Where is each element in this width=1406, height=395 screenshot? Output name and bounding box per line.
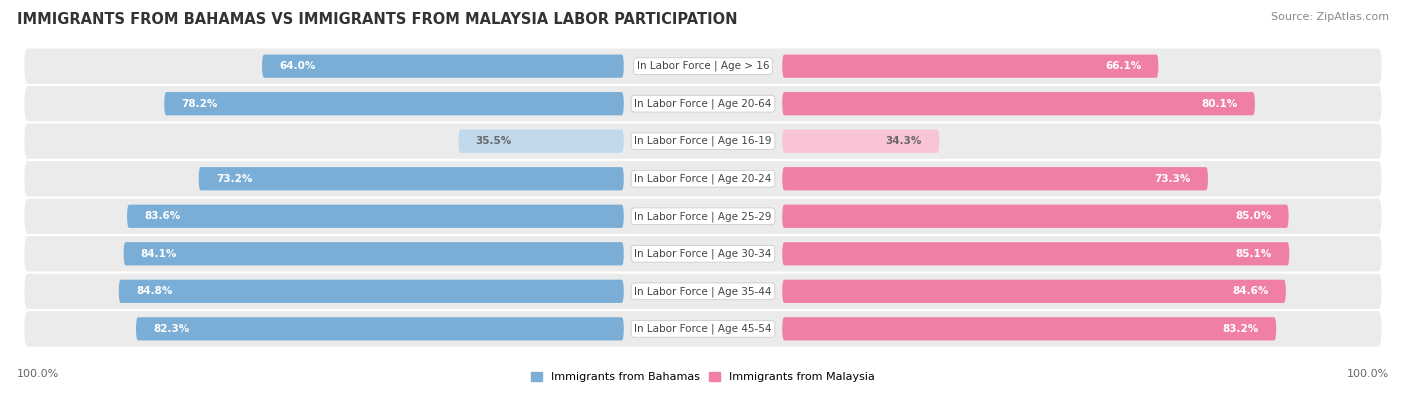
FancyBboxPatch shape <box>118 280 624 303</box>
FancyBboxPatch shape <box>124 242 624 265</box>
FancyBboxPatch shape <box>24 236 1382 271</box>
Text: 85.0%: 85.0% <box>1234 211 1271 221</box>
FancyBboxPatch shape <box>24 86 1382 121</box>
FancyBboxPatch shape <box>165 92 624 115</box>
Text: 84.1%: 84.1% <box>141 249 177 259</box>
Text: 84.8%: 84.8% <box>136 286 173 296</box>
Text: 84.6%: 84.6% <box>1232 286 1268 296</box>
Text: 73.3%: 73.3% <box>1154 174 1191 184</box>
Text: 35.5%: 35.5% <box>475 136 512 146</box>
Text: In Labor Force | Age 20-24: In Labor Force | Age 20-24 <box>634 173 772 184</box>
FancyBboxPatch shape <box>127 205 624 228</box>
Text: 83.6%: 83.6% <box>145 211 180 221</box>
FancyBboxPatch shape <box>782 130 939 153</box>
FancyBboxPatch shape <box>24 199 1382 234</box>
FancyBboxPatch shape <box>782 280 1286 303</box>
Text: In Labor Force | Age 45-54: In Labor Force | Age 45-54 <box>634 324 772 334</box>
Text: 34.3%: 34.3% <box>886 136 922 146</box>
Text: Source: ZipAtlas.com: Source: ZipAtlas.com <box>1271 12 1389 22</box>
FancyBboxPatch shape <box>24 49 1382 84</box>
Text: 64.0%: 64.0% <box>280 61 316 71</box>
Text: 80.1%: 80.1% <box>1201 99 1237 109</box>
Text: In Labor Force | Age 30-34: In Labor Force | Age 30-34 <box>634 248 772 259</box>
FancyBboxPatch shape <box>24 274 1382 309</box>
FancyBboxPatch shape <box>24 161 1382 196</box>
Text: 83.2%: 83.2% <box>1223 324 1258 334</box>
FancyBboxPatch shape <box>782 242 1289 265</box>
Text: 100.0%: 100.0% <box>17 369 59 379</box>
Text: 85.1%: 85.1% <box>1236 249 1272 259</box>
FancyBboxPatch shape <box>262 55 624 78</box>
FancyBboxPatch shape <box>136 317 624 340</box>
Text: In Labor Force | Age 16-19: In Labor Force | Age 16-19 <box>634 136 772 147</box>
FancyBboxPatch shape <box>782 167 1208 190</box>
FancyBboxPatch shape <box>782 92 1254 115</box>
FancyBboxPatch shape <box>782 205 1289 228</box>
Text: In Labor Force | Age 25-29: In Labor Force | Age 25-29 <box>634 211 772 222</box>
FancyBboxPatch shape <box>198 167 624 190</box>
FancyBboxPatch shape <box>782 317 1277 340</box>
FancyBboxPatch shape <box>24 311 1382 346</box>
Text: IMMIGRANTS FROM BAHAMAS VS IMMIGRANTS FROM MALAYSIA LABOR PARTICIPATION: IMMIGRANTS FROM BAHAMAS VS IMMIGRANTS FR… <box>17 12 737 27</box>
Legend: Immigrants from Bahamas, Immigrants from Malaysia: Immigrants from Bahamas, Immigrants from… <box>527 369 879 386</box>
FancyBboxPatch shape <box>458 130 624 153</box>
Text: In Labor Force | Age > 16: In Labor Force | Age > 16 <box>637 61 769 71</box>
Text: 82.3%: 82.3% <box>153 324 190 334</box>
Text: In Labor Force | Age 35-44: In Labor Force | Age 35-44 <box>634 286 772 297</box>
Text: 73.2%: 73.2% <box>217 174 252 184</box>
Text: In Labor Force | Age 20-64: In Labor Force | Age 20-64 <box>634 98 772 109</box>
Text: 78.2%: 78.2% <box>181 99 218 109</box>
FancyBboxPatch shape <box>782 55 1159 78</box>
Text: 100.0%: 100.0% <box>1347 369 1389 379</box>
FancyBboxPatch shape <box>24 124 1382 159</box>
Text: 66.1%: 66.1% <box>1105 61 1142 71</box>
